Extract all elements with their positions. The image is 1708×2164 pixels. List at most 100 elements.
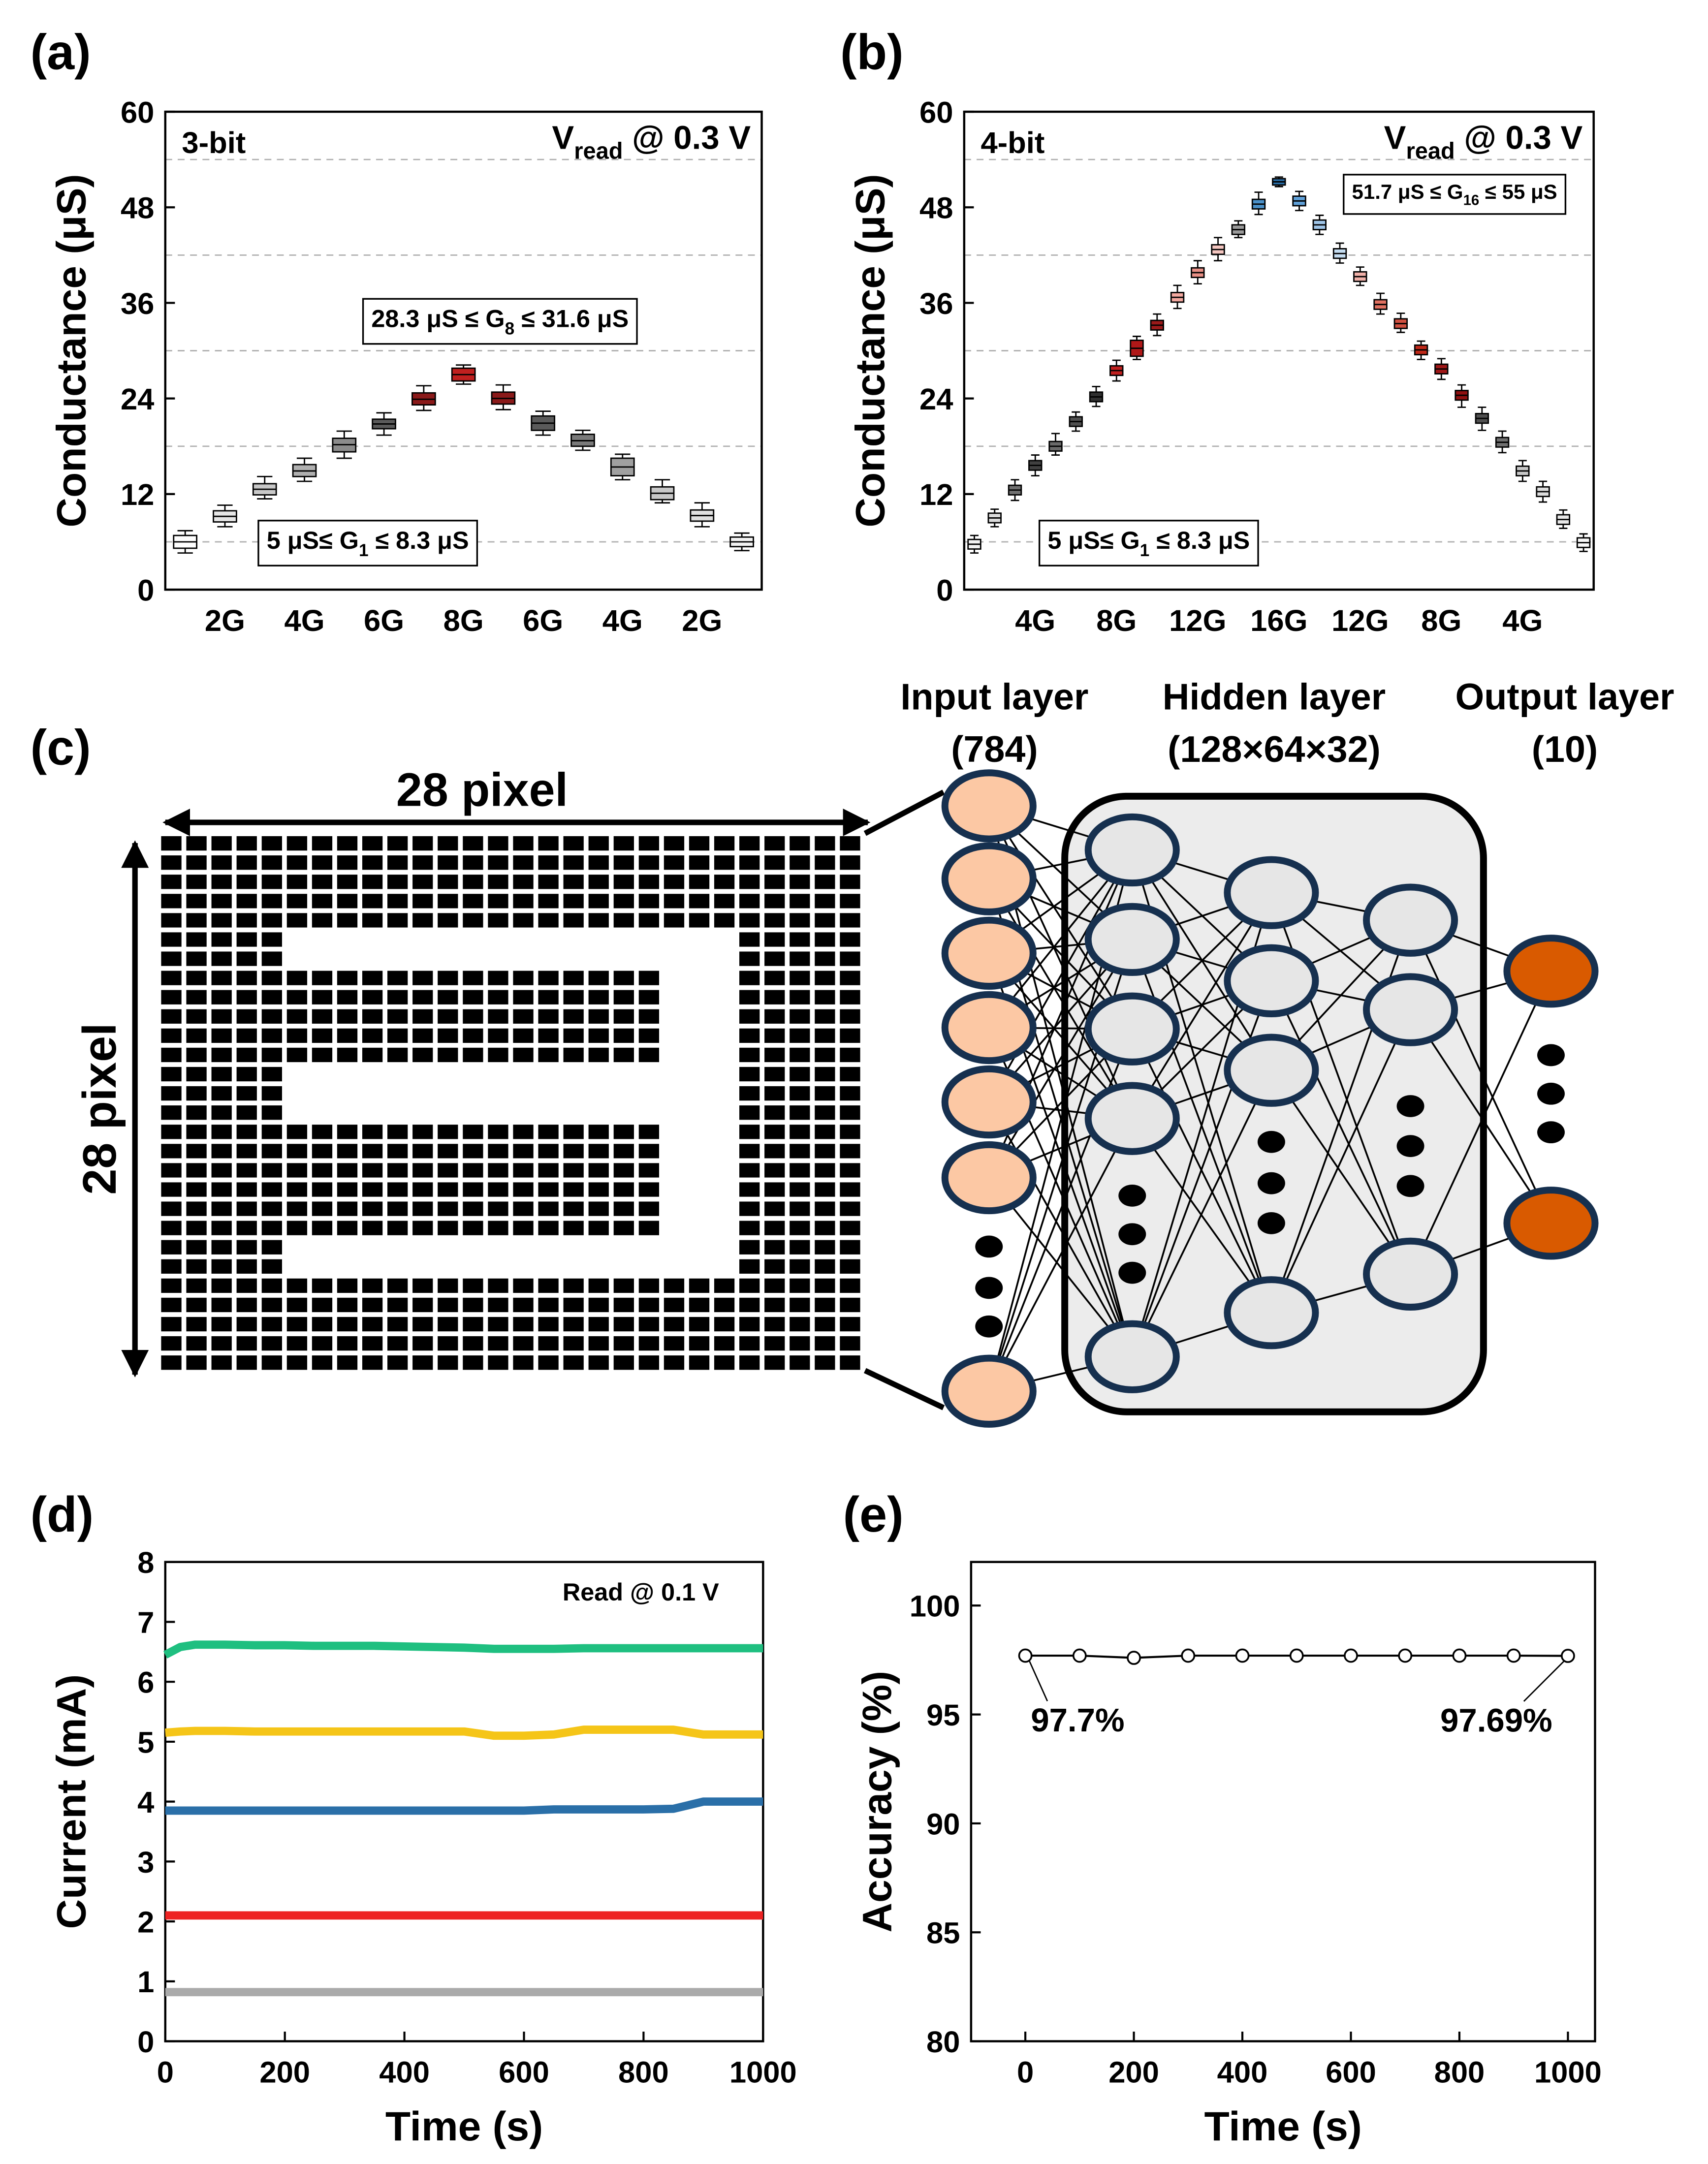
pixel	[588, 1201, 609, 1216]
pixel	[362, 1028, 383, 1043]
ellipsis-dot	[1396, 1095, 1424, 1117]
pixel	[563, 894, 584, 909]
x-axis-label: Time (s)	[385, 2103, 543, 2149]
pixel	[764, 990, 785, 1004]
pixel	[438, 1144, 458, 1159]
pixel	[689, 1297, 710, 1313]
neuron	[1224, 1276, 1319, 1349]
data-point	[1072, 1648, 1087, 1663]
pixel	[714, 875, 735, 889]
pixel	[387, 1297, 408, 1313]
pixel	[387, 1047, 408, 1063]
pixel	[638, 1125, 660, 1139]
pixel	[186, 894, 207, 909]
pixel	[412, 1009, 433, 1024]
pixel	[312, 894, 333, 909]
pixel	[387, 1336, 408, 1351]
pixel	[387, 1221, 408, 1235]
pixel	[261, 951, 282, 966]
neuron	[1224, 856, 1319, 929]
pixel	[211, 1297, 232, 1313]
pixel	[638, 875, 660, 889]
pixel	[236, 1355, 257, 1370]
pixel	[563, 1125, 584, 1139]
pixel	[664, 836, 685, 851]
ellipsis-dot	[975, 1235, 1003, 1258]
x-tick-label: 200	[259, 2056, 310, 2090]
pixel	[764, 1163, 785, 1178]
pixel	[538, 855, 559, 870]
pixel	[613, 1144, 634, 1159]
pixel	[261, 1086, 282, 1101]
y-tick-label: 90	[926, 1807, 960, 1841]
pixel	[815, 1201, 835, 1216]
range-annotation-part: ≤ 8.3 μS	[1149, 526, 1250, 554]
x-tick-label: 200	[1108, 2056, 1159, 2090]
pixel	[764, 1355, 785, 1370]
pixel	[312, 836, 333, 851]
x-tick-label: 4G	[284, 604, 324, 638]
pixel	[815, 1086, 835, 1101]
pixel	[840, 1317, 860, 1332]
connection	[988, 805, 1133, 1030]
pixel	[790, 1086, 810, 1101]
pixel	[538, 913, 559, 928]
pixel	[840, 1240, 860, 1254]
pixel	[815, 1163, 835, 1178]
pixel	[261, 990, 282, 1004]
pixel	[236, 894, 257, 909]
layer-size: (784)	[951, 729, 1038, 770]
pixel	[161, 1240, 182, 1254]
pixel	[840, 1066, 860, 1082]
pixel	[387, 894, 408, 909]
pixel	[815, 990, 835, 1004]
pixel	[815, 1297, 835, 1313]
pixel	[840, 1144, 860, 1159]
y-axis-label: Accuracy (%)	[854, 1671, 900, 1933]
pixel	[790, 990, 810, 1004]
pixel	[739, 1240, 760, 1254]
ellipsis-dot	[1537, 1121, 1565, 1144]
y-tick-label: 48	[919, 191, 953, 225]
pixel	[236, 1028, 257, 1043]
pixel	[261, 1105, 282, 1120]
data-point	[1235, 1648, 1250, 1663]
pixel	[790, 1028, 810, 1043]
pixel	[438, 875, 458, 889]
connection	[988, 1118, 1133, 1392]
pixel	[638, 1221, 660, 1235]
pixel	[387, 1355, 408, 1370]
y-tick-label: 80	[926, 2025, 960, 2059]
pixel	[463, 1182, 483, 1197]
pixel	[412, 1125, 433, 1139]
pixel	[538, 1144, 559, 1159]
pixel	[538, 1297, 559, 1313]
pixel	[161, 1086, 182, 1101]
pixel	[613, 1317, 634, 1332]
connection	[988, 1101, 1133, 1357]
pixel	[387, 971, 408, 985]
pixel	[312, 1125, 333, 1139]
pixel	[588, 1317, 609, 1332]
pixel	[815, 932, 835, 947]
pixel	[211, 932, 232, 947]
pixel	[538, 875, 559, 889]
ellipsis-dot	[1257, 1130, 1285, 1153]
pixel	[412, 913, 433, 928]
pixel	[337, 990, 358, 1004]
pixel	[412, 1201, 433, 1216]
y-tick-label: 0	[137, 2025, 154, 2059]
connection	[1131, 892, 1272, 1119]
pixel	[286, 1355, 308, 1370]
pixel	[261, 1336, 282, 1351]
pixel	[211, 836, 232, 851]
y-tick-label: 4	[137, 1786, 154, 1819]
neuron	[1503, 1187, 1599, 1260]
pixel	[790, 1278, 810, 1293]
pixel	[438, 913, 458, 928]
pixel	[387, 1125, 408, 1139]
y-axis-label: Conductance (μS)	[48, 174, 95, 527]
pixel	[840, 1278, 860, 1293]
pixel	[613, 1201, 634, 1216]
pixel	[463, 1125, 483, 1139]
